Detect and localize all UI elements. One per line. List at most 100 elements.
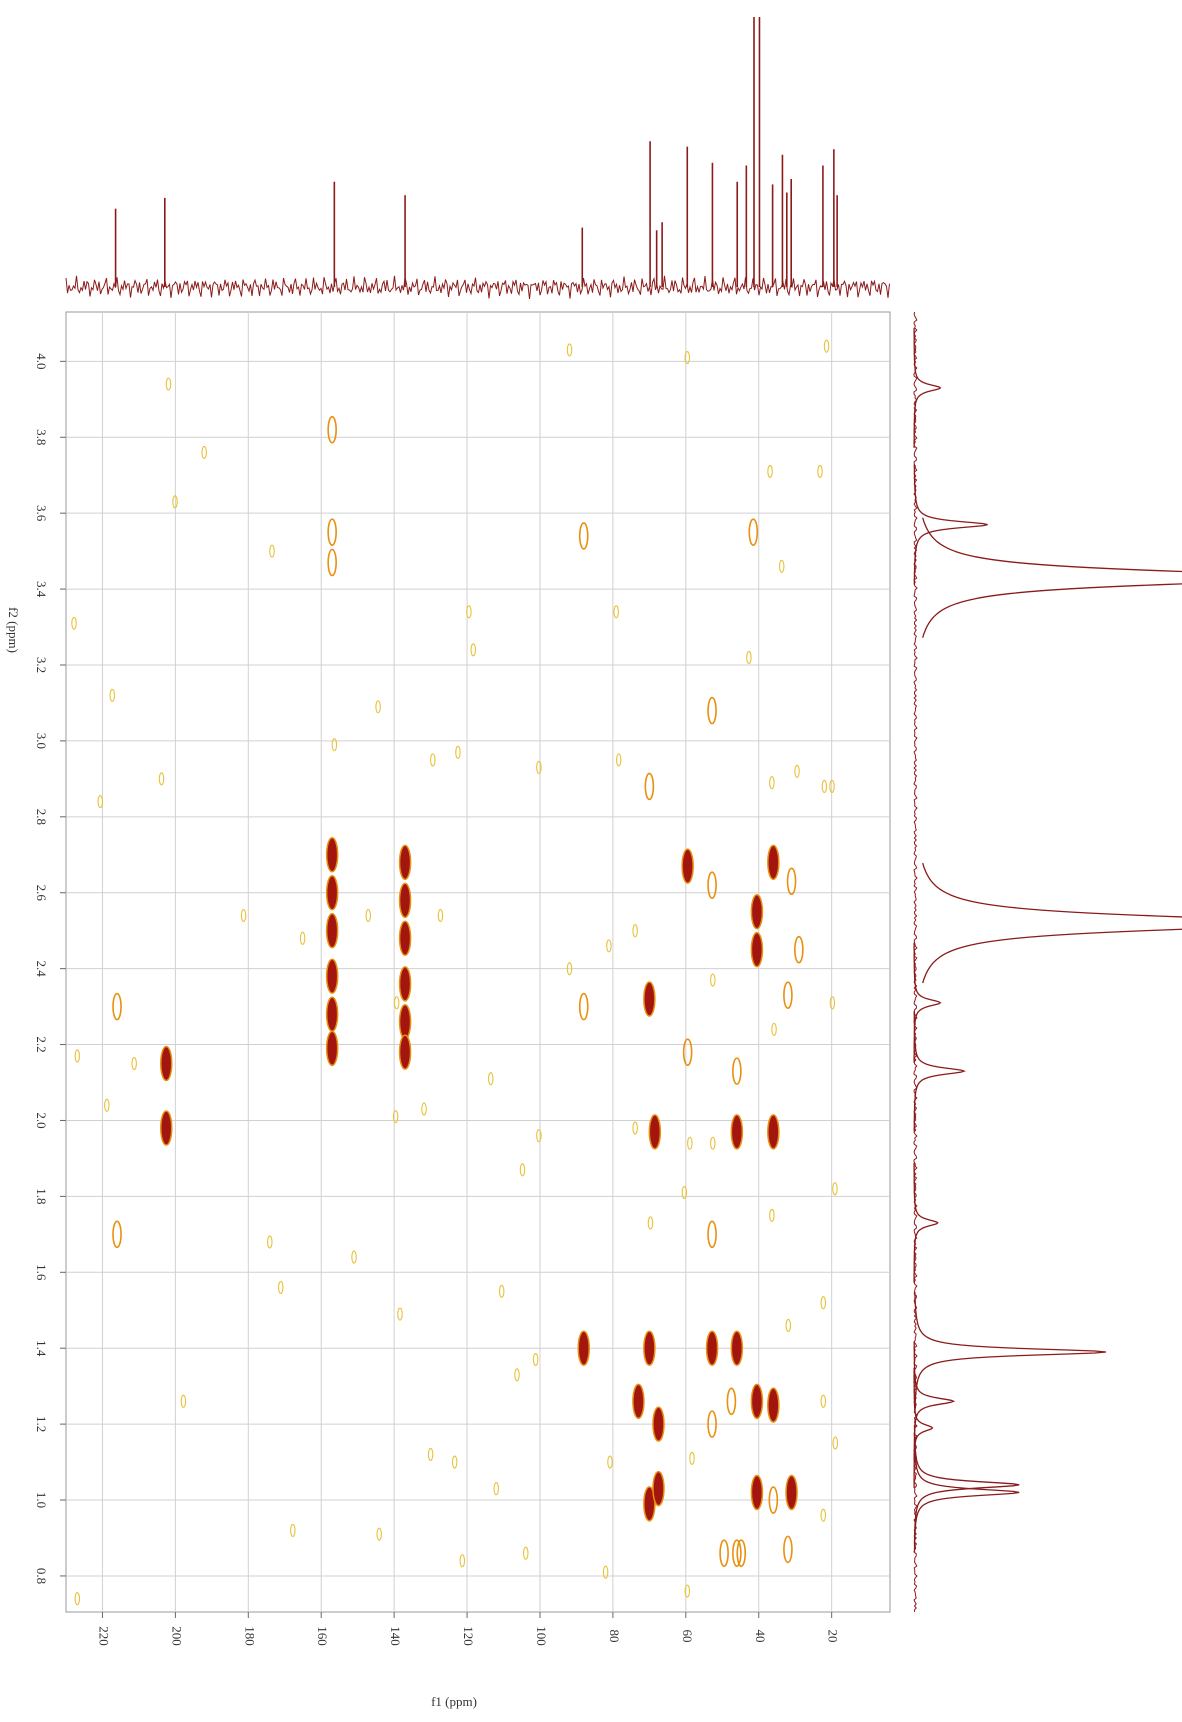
y-tick-label: 3.4 <box>34 581 49 598</box>
cross-peak <box>632 1121 638 1135</box>
cross-peak <box>74 1049 81 1063</box>
cross-peak <box>327 415 337 444</box>
y-tick-label: 2.2 <box>34 1036 49 1052</box>
cross-peak <box>536 760 542 775</box>
cross-peak <box>652 1470 665 1507</box>
cross-peak <box>519 1163 526 1177</box>
cross-peak <box>643 1330 656 1366</box>
cross-peak <box>393 996 400 1010</box>
cross-peak <box>325 912 339 949</box>
cross-peak <box>681 848 694 884</box>
x-tick-label: 140 <box>388 1626 403 1646</box>
cross-peak <box>201 445 207 459</box>
cross-peak <box>767 844 780 881</box>
cross-peak <box>427 1447 434 1462</box>
y-axis-label: f2 (ppm) <box>6 607 21 653</box>
y-tick-label: 2.6 <box>34 885 49 902</box>
cross-peak <box>726 1387 737 1416</box>
cross-peak <box>689 1451 695 1465</box>
f2-peak <box>913 1432 1020 1553</box>
cross-peak <box>707 696 717 725</box>
cross-peak <box>632 1383 645 1420</box>
f2-peak <box>913 942 942 1063</box>
cross-peak <box>325 1030 339 1067</box>
cross-peak <box>606 939 612 953</box>
y-tick-label: 3.8 <box>34 429 49 445</box>
cross-peak <box>498 1284 505 1298</box>
x-tick-label: 20 <box>826 1630 841 1643</box>
cross-peak <box>566 343 573 357</box>
cross-peak <box>705 1330 719 1366</box>
cross-peak <box>376 1527 382 1541</box>
cross-peak <box>684 350 691 365</box>
cross-peak <box>97 795 104 809</box>
cross-peak <box>732 1539 742 1567</box>
cross-peak <box>325 996 339 1032</box>
cross-peak <box>783 1535 793 1564</box>
f2-peak <box>913 1011 967 1132</box>
cross-peak <box>829 996 836 1010</box>
cross-peak <box>109 688 116 702</box>
cross-peak <box>488 1072 494 1086</box>
cross-peak <box>165 377 172 391</box>
cross-peak <box>632 924 638 938</box>
cross-peak <box>732 1057 742 1085</box>
cross-peak <box>577 1330 590 1366</box>
x-tick-label: 220 <box>96 1626 111 1646</box>
cross-peak <box>160 1110 173 1146</box>
x-axis-label: f1 (ppm) <box>431 1694 477 1709</box>
cross-peak <box>832 1182 838 1196</box>
cross-peak <box>750 1474 764 1511</box>
cross-peak <box>778 559 785 573</box>
cross-peak <box>392 1110 399 1124</box>
cross-peak <box>430 753 436 767</box>
cross-peak <box>767 464 773 478</box>
y-tick-label: 2.4 <box>34 961 49 978</box>
cross-peak <box>681 1186 688 1200</box>
f2-peak <box>913 464 988 585</box>
x-tick-label: 180 <box>242 1626 257 1646</box>
cross-peak <box>536 1129 542 1143</box>
f2-peak <box>922 862 1182 984</box>
cross-peak <box>613 605 619 619</box>
cross-peak <box>707 1220 717 1249</box>
y-tick-label: 1.8 <box>34 1188 49 1204</box>
y-tick-label: 1.2 <box>34 1416 49 1432</box>
cross-peak <box>325 958 339 994</box>
cross-peak <box>786 867 797 896</box>
cross-peak <box>832 1436 839 1450</box>
cross-peak <box>643 981 656 1017</box>
x-tick-label: 40 <box>753 1630 768 1643</box>
cross-peak <box>459 1554 466 1568</box>
y-tick-label: 0.8 <box>34 1568 49 1584</box>
cross-peak <box>707 871 717 899</box>
cross-peak <box>267 1235 273 1249</box>
cross-peak <box>817 464 823 478</box>
f2-peak <box>914 1291 1107 1413</box>
cross-peak <box>160 1045 173 1082</box>
f2-peak <box>913 1424 1020 1545</box>
cross-peak <box>736 1539 747 1567</box>
cross-peak <box>769 776 775 790</box>
f2-peak <box>922 517 1182 638</box>
cross-peak <box>682 1038 693 1066</box>
plot-frame <box>65 311 891 1613</box>
cross-peak <box>785 1318 792 1332</box>
cross-peak <box>278 1280 284 1295</box>
cross-peak <box>180 1394 187 1408</box>
cross-peak <box>514 1368 520 1382</box>
cross-peak <box>771 1022 777 1036</box>
cross-peak <box>578 992 589 1021</box>
x-tick-label: 60 <box>680 1630 695 1643</box>
cross-peak <box>719 1539 729 1567</box>
cross-peak <box>707 1410 717 1438</box>
x-tick-label: 100 <box>534 1626 549 1646</box>
cross-peak <box>602 1565 609 1579</box>
cross-peak <box>820 1508 827 1522</box>
y-tick-label: 4.0 <box>34 353 49 369</box>
cross-peak <box>398 920 412 957</box>
cross-peak <box>710 1136 716 1150</box>
cross-peak <box>783 981 793 1010</box>
cross-peak <box>327 548 337 577</box>
cross-peak <box>607 1455 613 1469</box>
